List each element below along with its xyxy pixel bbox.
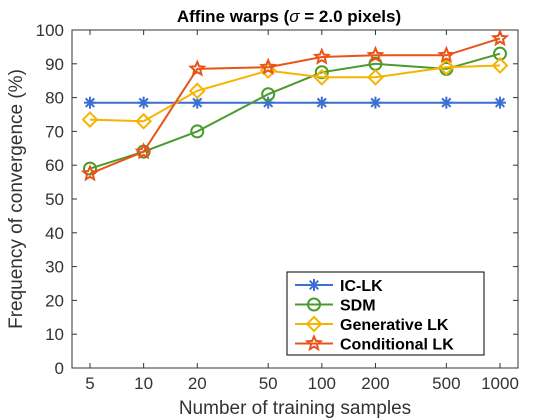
star-marker xyxy=(312,47,331,65)
x-tick-label: 100 xyxy=(308,374,336,393)
y-tick-label: 80 xyxy=(45,89,64,108)
asterisk-stroke xyxy=(494,97,506,108)
asterisk-stroke xyxy=(441,97,452,108)
diamond-marker xyxy=(135,112,153,130)
legend-label: SDM xyxy=(340,298,376,315)
asterisk-stroke xyxy=(308,279,320,291)
star-marker xyxy=(366,45,385,64)
circle-marker xyxy=(307,297,321,312)
diamond-marker xyxy=(313,68,331,86)
y-tick-label: 20 xyxy=(45,291,64,310)
asterisk-marker xyxy=(494,96,506,109)
star-marker xyxy=(437,45,456,64)
asterisk-stroke xyxy=(370,97,381,108)
diamond-marker xyxy=(188,82,206,100)
legend-label: Generative LK xyxy=(340,317,449,334)
diamond-marker xyxy=(437,58,455,76)
star-marker xyxy=(80,164,100,182)
diamond-marker xyxy=(491,57,509,74)
x-tick-label: 500 xyxy=(432,374,460,393)
circle-marker xyxy=(190,124,205,139)
x-tick-label: 10 xyxy=(134,374,153,393)
y-tick-label: 40 xyxy=(45,224,64,243)
asterisk-marker xyxy=(308,279,320,291)
series-conditional-lk xyxy=(80,28,510,182)
y-axis-label: Frequency of convergence (%) xyxy=(6,69,27,329)
series-generative-lk xyxy=(81,57,509,130)
diamond-marker xyxy=(367,68,384,86)
x-tick-label: 20 xyxy=(188,374,207,393)
circle-marker xyxy=(83,161,97,176)
asterisk-stroke xyxy=(316,97,327,108)
asterisk-marker xyxy=(369,96,382,109)
legend: IC-LK SDM Generative LK Conditional LK xyxy=(286,271,485,356)
asterisk-stroke xyxy=(192,97,203,108)
y-tick-label: 50 xyxy=(45,190,64,209)
y-tick-label: 10 xyxy=(45,325,64,344)
y-tick-label: 70 xyxy=(45,122,64,141)
asterisk-marker xyxy=(315,96,328,109)
series-line xyxy=(89,52,501,170)
asterisk-stroke xyxy=(138,97,149,108)
x-tick-label: 50 xyxy=(259,374,278,393)
legend-item: Generative LK xyxy=(295,315,449,334)
y-tick-label: 60 xyxy=(45,156,64,175)
legend-item: SDM xyxy=(295,297,376,315)
asterisk-marker xyxy=(440,96,453,109)
series-line xyxy=(89,37,501,175)
star-marker xyxy=(188,59,207,77)
x-tick-label: 1000 xyxy=(481,374,519,393)
x-tick-label: 200 xyxy=(361,374,389,393)
x-axis-label: Number of training samples xyxy=(179,398,411,419)
y-tick-label: 100 xyxy=(36,21,64,40)
diamond-marker xyxy=(305,315,323,333)
asterisk-stroke xyxy=(84,97,96,108)
star-marker xyxy=(134,142,153,160)
diamond-marker xyxy=(81,111,99,128)
asterisk-marker xyxy=(84,96,96,109)
legend-item: Conditional LK xyxy=(295,333,454,354)
star-marker xyxy=(259,57,278,75)
legend-label: Conditional LK xyxy=(340,337,454,354)
asterisk-marker xyxy=(137,96,150,109)
y-tick-label: 0 xyxy=(55,359,64,378)
y-tick-label: 30 xyxy=(45,258,64,277)
series-line xyxy=(89,64,501,123)
legend-label: IC-LK xyxy=(340,278,383,295)
star-marker xyxy=(304,333,324,352)
chart-title: Affine warps (σ = 2.0 pixels) xyxy=(177,7,401,26)
x-tick-label: 5 xyxy=(85,374,94,393)
ticks: 0 10 20 30 40 50 60 70 80 90 100 5 10 20 50 100 200 500 10… xyxy=(36,21,519,393)
legend-item: IC-LK xyxy=(295,278,383,295)
series-layer xyxy=(80,28,510,182)
y-tick-label: 90 xyxy=(45,55,64,74)
circle-marker xyxy=(261,87,276,102)
star-marker xyxy=(490,28,510,47)
series-ic-lk xyxy=(84,96,506,109)
